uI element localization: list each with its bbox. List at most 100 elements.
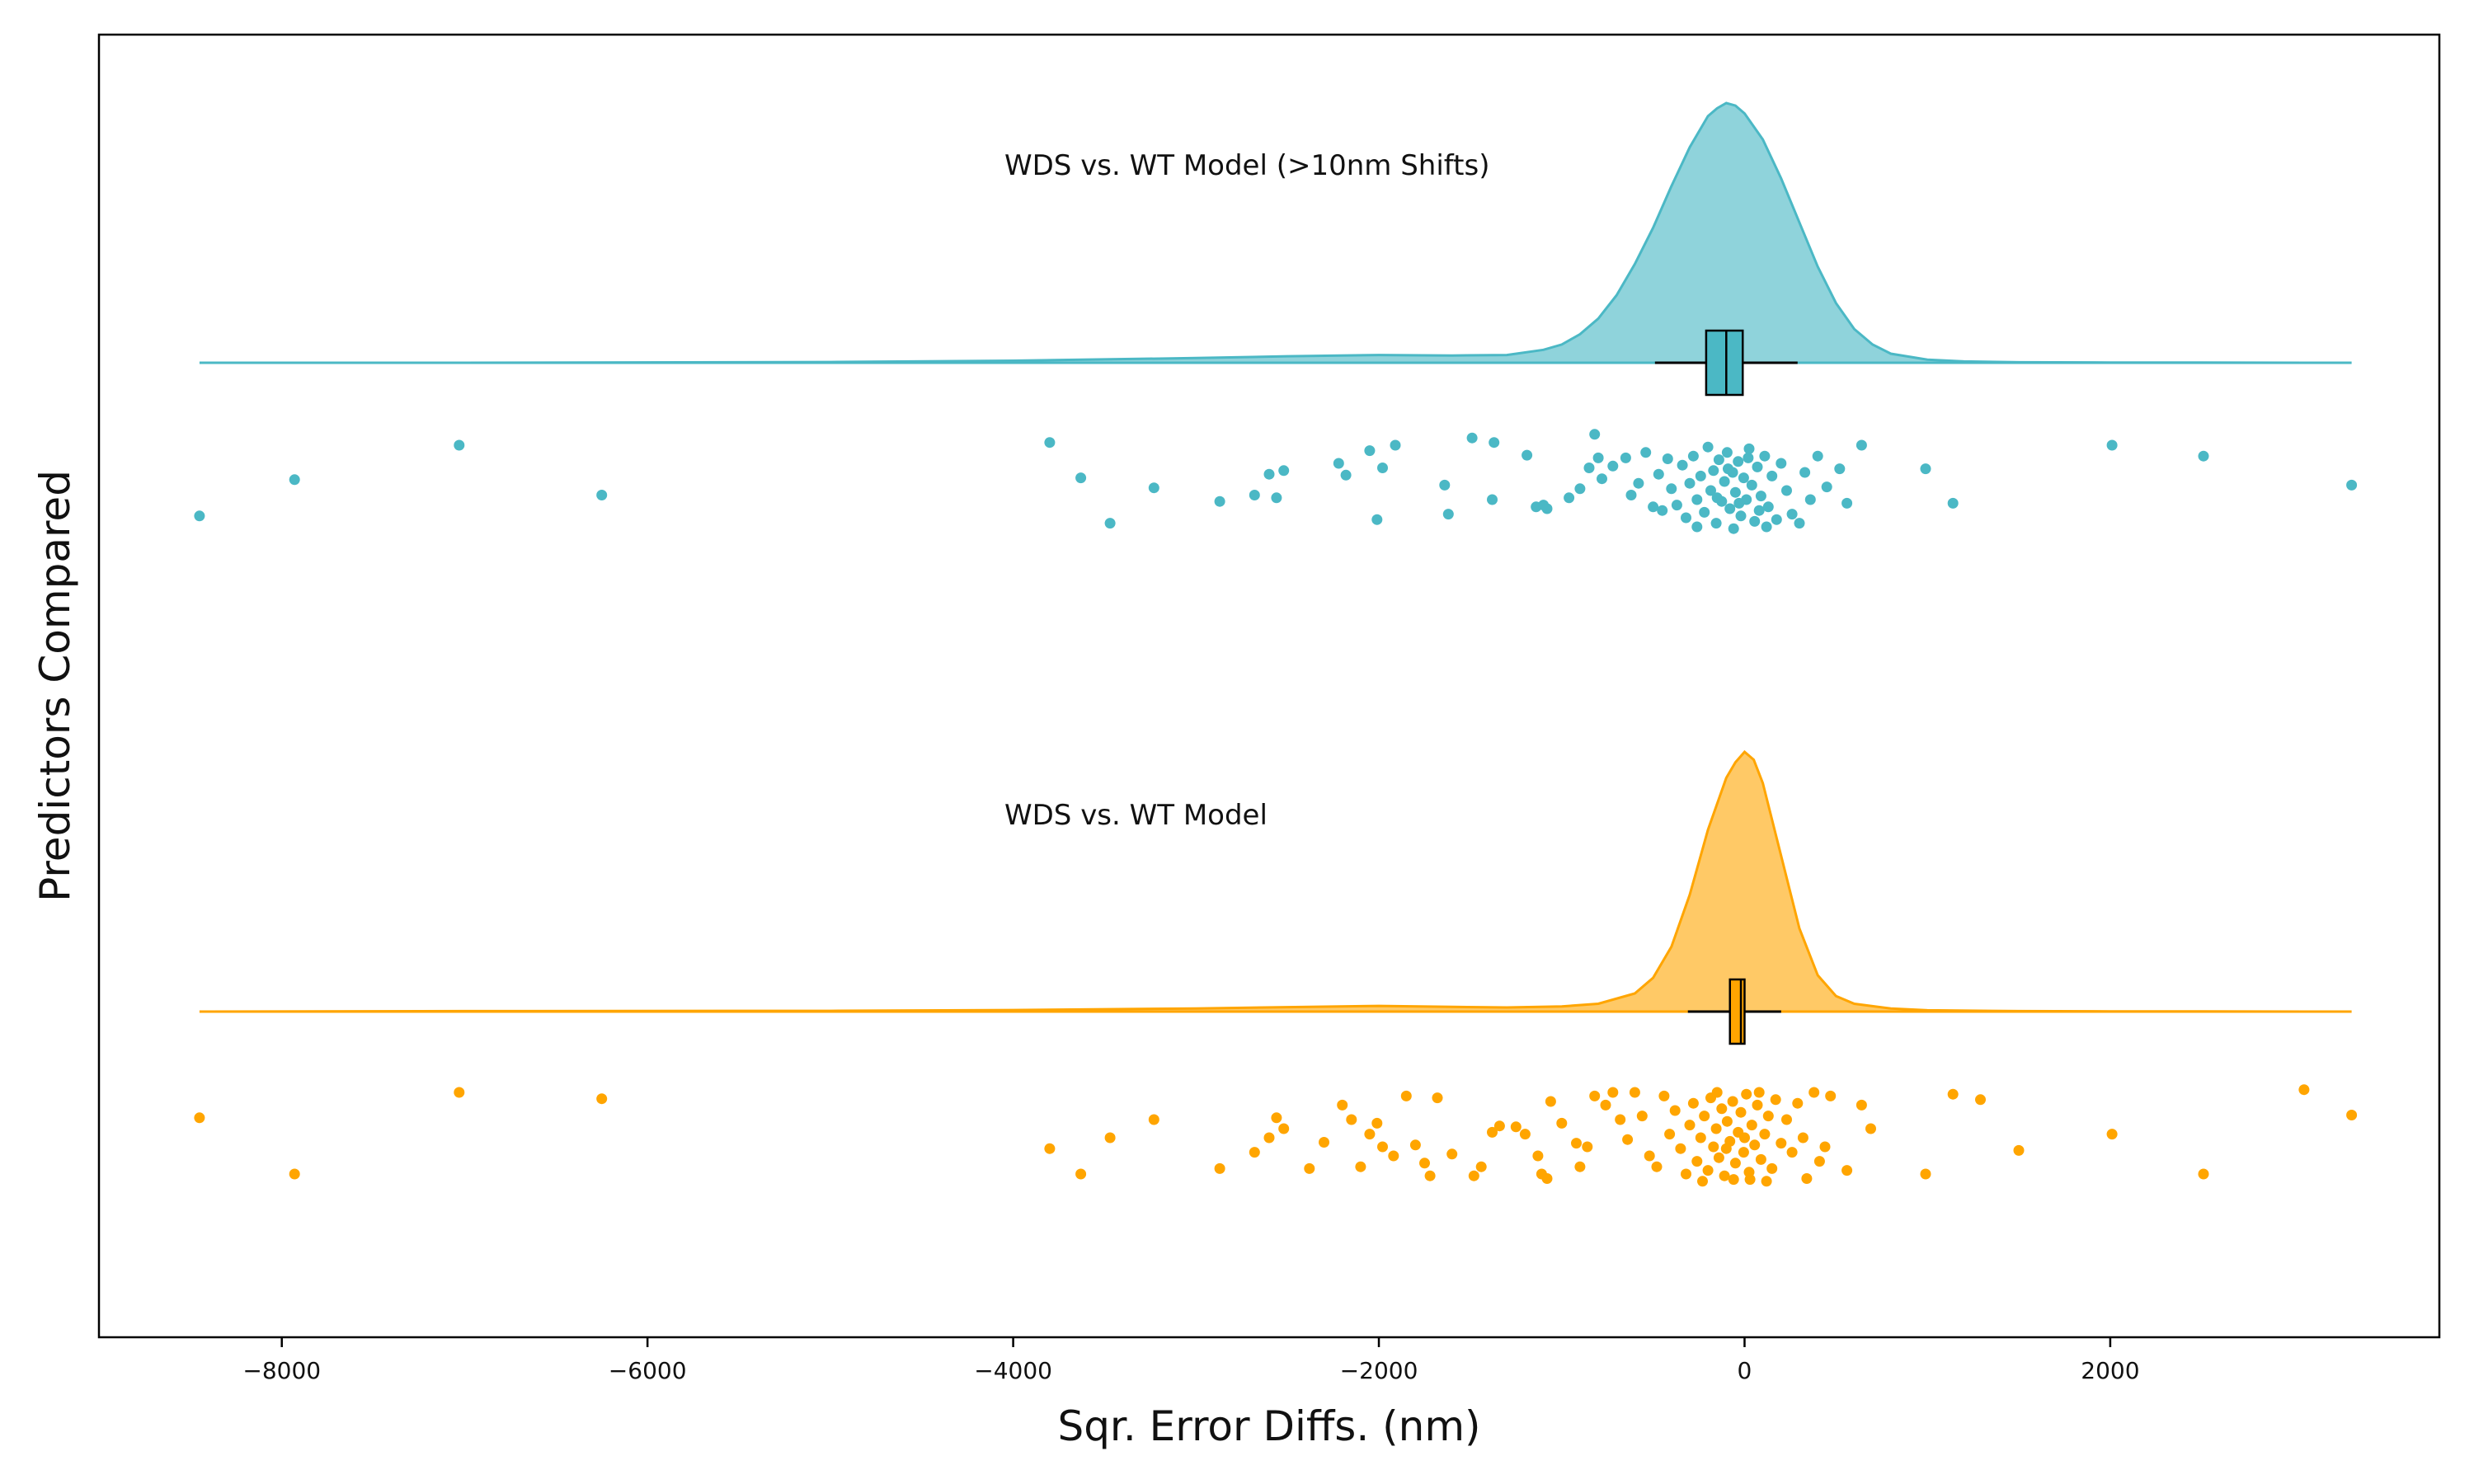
- box-iqr-0: [1705, 329, 1744, 397]
- x-tick-label: −8000: [242, 1357, 321, 1384]
- group-label-all: WDS vs. WT Model: [1004, 799, 1268, 832]
- data-point: [1710, 518, 1722, 529]
- data-point: [1716, 1103, 1728, 1115]
- data-point: [1799, 467, 1811, 478]
- data-point: [1792, 1097, 1804, 1109]
- data-point: [1677, 459, 1688, 471]
- data-point: [1708, 1141, 1719, 1153]
- data-point: [2013, 1144, 2025, 1156]
- data-point: [2198, 450, 2209, 462]
- data-point: [1752, 1099, 1763, 1111]
- data-point: [1651, 1161, 1663, 1172]
- data-point: [1713, 1152, 1724, 1163]
- data-point: [1333, 458, 1344, 469]
- group-labels: WDS vs. WT Model (>10nm Shifts) WDS vs. …: [1004, 149, 1489, 832]
- data-point: [1249, 490, 1260, 500]
- data-point: [1697, 1176, 1708, 1187]
- data-point: [1510, 1121, 1522, 1133]
- data-point: [1735, 1106, 1747, 1118]
- data-point: [289, 1168, 300, 1180]
- data-point: [1648, 501, 1659, 513]
- data-point: [1564, 492, 1575, 504]
- data-point: [1681, 1168, 1691, 1180]
- density-cloud-1: [199, 749, 2352, 1013]
- data-point: [1622, 1134, 1634, 1145]
- data-point: [1695, 470, 1706, 481]
- data-point: [1711, 492, 1723, 504]
- data-point: [1263, 468, 1275, 480]
- data-point: [1761, 521, 1772, 533]
- x-tick-label: 0: [1738, 1357, 1752, 1384]
- data-point: [1044, 437, 1056, 448]
- data-point: [1819, 1141, 1831, 1153]
- data-point: [1442, 509, 1454, 520]
- data-point: [1841, 1165, 1853, 1176]
- x-tick-label: −4000: [974, 1357, 1052, 1384]
- data-point: [1813, 1156, 1825, 1167]
- data-point: [1439, 479, 1451, 491]
- data-point: [1278, 465, 1290, 477]
- data-point: [1304, 1162, 1315, 1174]
- data-point: [1388, 1150, 1399, 1162]
- data-point: [1607, 1087, 1619, 1098]
- data-point: [1856, 439, 1867, 451]
- data-point: [1263, 1132, 1275, 1144]
- data-point: [1600, 1099, 1611, 1111]
- data-point: [1733, 497, 1745, 509]
- data-point: [1625, 490, 1637, 500]
- data-point: [1724, 503, 1736, 514]
- data-point: [1684, 1120, 1696, 1131]
- data-point: [596, 490, 608, 500]
- x-tick-label: −2000: [1340, 1357, 1418, 1384]
- x-tick-label: 2000: [2081, 1357, 2139, 1384]
- data-point: [1708, 465, 1719, 477]
- data-point: [1825, 1090, 1837, 1101]
- data-point: [1541, 1173, 1553, 1184]
- rain-points: [194, 429, 2358, 1187]
- data-point: [1432, 1092, 1443, 1104]
- data-point: [1729, 486, 1741, 498]
- data-point: [1390, 439, 1401, 451]
- data-point: [1735, 510, 1747, 522]
- data-point: [1249, 1147, 1260, 1158]
- data-point: [1711, 1087, 1723, 1098]
- data-point: [454, 439, 465, 451]
- box-plots: [1654, 329, 1798, 1045]
- data-point: [1574, 483, 1586, 495]
- data-point: [1044, 1143, 1056, 1154]
- data-point: [1728, 1174, 1739, 1186]
- data-point: [1532, 1150, 1544, 1162]
- data-point: [1589, 429, 1601, 440]
- data-point: [1699, 506, 1710, 518]
- data-point: [1762, 501, 1774, 513]
- data-point: [1920, 463, 1931, 475]
- data-point: [1728, 523, 1739, 534]
- data-point: [1776, 458, 1787, 469]
- data-point: [1364, 1129, 1376, 1140]
- data-point: [1766, 470, 1778, 481]
- data-point: [2346, 479, 2358, 491]
- data-point: [1675, 1143, 1686, 1154]
- data-point: [1947, 1088, 1959, 1100]
- data-point: [1541, 503, 1553, 514]
- data-point: [1446, 1148, 1458, 1160]
- data-point: [1371, 514, 1383, 525]
- data-point: [1821, 481, 1832, 493]
- data-point: [1786, 1147, 1798, 1158]
- y-axis-label: Predictors Compared: [31, 470, 79, 902]
- data-point: [1214, 1162, 1225, 1174]
- data-point: [1658, 1090, 1670, 1101]
- data-point: [2106, 1129, 2118, 1140]
- data-point: [1653, 468, 1664, 480]
- x-axis-ticks: −8000 −6000 −4000 −2000 0 2000: [242, 1337, 2140, 1384]
- data-point: [1947, 497, 1959, 509]
- data-point: [1620, 452, 1631, 463]
- data-point: [1744, 1174, 1756, 1186]
- data-point: [1759, 450, 1771, 462]
- data-point: [1804, 494, 1816, 505]
- data-point: [1148, 1114, 1159, 1125]
- data-point: [1487, 494, 1498, 505]
- data-point: [1409, 1139, 1421, 1151]
- data-point: [1739, 1132, 1750, 1144]
- data-point: [1419, 1158, 1430, 1169]
